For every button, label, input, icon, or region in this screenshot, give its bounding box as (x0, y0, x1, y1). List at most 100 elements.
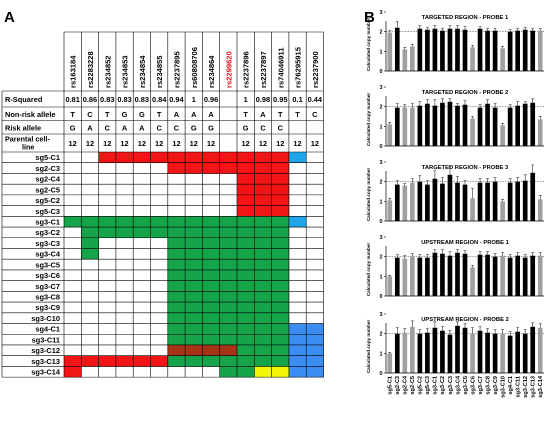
clone-cell-sg2-C5-rs2237896 (237, 184, 255, 196)
clone-cell-sg3-C12-rs2237896 (237, 344, 255, 356)
clone-cell-sg3-C5-rs2237897 (254, 259, 272, 271)
y-tick-label: 1 (379, 351, 382, 357)
bar-sg3-C4 (455, 182, 460, 221)
clone-cell-sg2-C3-rs74046911 (271, 162, 290, 174)
bar-sg3-C1 (432, 252, 438, 296)
info-row-1: Non-risk allele T C T G G T A A A T A T T C (5, 110, 318, 119)
clone-cell-sg3-C13-rs234852 (98, 355, 117, 367)
clone-cell-sg3-C4-rs2299620 (219, 248, 238, 260)
clone-cell-sg3-C1-rs2237897 (254, 216, 272, 228)
clone-cell-sg3-C2-rs234854 (133, 227, 151, 239)
snp-header-rs76295915: rs76295915 (294, 46, 303, 88)
bar-sg5-C2 (417, 181, 423, 221)
bar-sg3-C7 (477, 107, 483, 146)
x-category-sg3-C3: sg3-C3 (448, 376, 454, 395)
clone-cell-sg5-C1-rs60808706 (185, 152, 203, 164)
clone-cell-sg5-C2-rs74046911 (271, 194, 290, 206)
clone-label-sg2-C4: sg2-C4 (35, 175, 61, 184)
info-cell: 0.83 (135, 95, 149, 104)
info-cell: 12 (190, 139, 198, 148)
info-cell: 12 (293, 139, 301, 148)
bar-sg3-C6 (470, 47, 475, 71)
bar-sg4-C1 (507, 257, 513, 296)
y-tick-label: 0 (379, 144, 382, 150)
clone-cell-sg3-C1-rs234864 (202, 216, 220, 228)
clone-cell-sg3-C13-rs234854 (133, 355, 151, 367)
clone-cell-sg3-C8-rs2237896 (237, 291, 255, 303)
clone-cell-sg3-C13-rs2237897 (254, 355, 272, 367)
info-row-label: Parental cell- (5, 135, 50, 144)
clone-label-sg4-C1: sg4-C1 (35, 325, 60, 334)
clone-cell-sg3-C6-rs74046911 (271, 269, 290, 281)
clone-cell-sg3-C8-rs2237897 (254, 291, 272, 303)
info-cell: 12 (242, 139, 250, 148)
clone-cell-sg3-C3-rs2283228 (81, 237, 99, 249)
info-cell: 1 (244, 95, 248, 104)
clone-label-sg2-C5: sg2-C5 (35, 185, 60, 194)
info-cell: 0.94 (169, 95, 184, 104)
clone-cell-sg5-C1-rs2237897 (254, 152, 272, 164)
info-cell: C (278, 123, 284, 132)
clone-cell-sg4-C1-rs2237897 (254, 323, 272, 335)
clone-label-sg3-C3: sg3-C3 (35, 239, 60, 248)
clone-cell-sg3-C1-rs60808706 (185, 216, 203, 228)
bar-sg2-C5 (410, 107, 415, 146)
clone-cell-sg3-C14-rs76295915 (288, 366, 307, 378)
bar-sg5-C2 (417, 257, 423, 296)
snp-header-rs2283228: rs2283228 (86, 51, 95, 88)
clone-cell-sg3-C14-rs2299620 (219, 366, 238, 378)
snp-header-rs234854: rs234854 (138, 55, 147, 88)
info-cell: G (70, 123, 76, 132)
clone-cell-sg3-C3-rs2237895 (167, 237, 186, 249)
clone-cell-sg3-C13-rs234853 (115, 355, 134, 367)
bar-sg3-C8 (485, 254, 490, 296)
y-tick-label: 3 (379, 312, 382, 318)
clone-cell-sg3-C4-rs2237895 (167, 248, 186, 260)
info-cell: T (278, 110, 283, 119)
chart-title: UPSTREAM REGION - PROBE 1 (421, 240, 509, 246)
clone-cell-sg3-C3-rs2237896 (237, 237, 255, 249)
clone-cell-sg2-C4-rs2237896 (237, 173, 255, 185)
y-axis-label: Calculated copy number (366, 18, 371, 72)
clone-cell-sg3-C12-rs2237897 (254, 344, 272, 356)
clone-label-sg2-C3: sg2-C3 (35, 164, 60, 173)
clone-cell-sg3-C2-rs234852 (98, 227, 117, 239)
clone-cell-sg3-C8-rs60808706 (185, 291, 203, 303)
bar-sg3-C11 (515, 181, 520, 221)
clone-cell-sg3-C2-rs234864 (202, 227, 220, 239)
bar-sg2-C4 (402, 49, 408, 71)
clone-cell-sg3-C9-rs234864 (202, 302, 220, 314)
bar-sg3-C7 (477, 254, 483, 296)
clone-label-sg3-C4: sg3-C4 (35, 250, 61, 259)
clone-cell-sg3-C4-rs2237896 (237, 248, 255, 260)
clone-cell-sg3-C11-rs2237900 (306, 334, 324, 346)
snp-header-rs234853: rs234853 (121, 55, 130, 88)
x-category-sg3-C2: sg3-C2 (440, 376, 446, 395)
clone-cell-sg3-C10-rs2299620 (219, 312, 238, 324)
bar-sg3-C12 (522, 257, 528, 296)
clone-label-sg3-C10: sg3-C10 (31, 314, 60, 323)
clone-cell-sg3-C13-rs2299620 (219, 355, 238, 367)
clone-label-sg3-C7: sg3-C7 (35, 282, 60, 291)
x-category-sg3-C12: sg3-C12 (523, 376, 529, 398)
bar-sg2-C5 (410, 182, 415, 221)
bar-sg2-C3 (394, 333, 400, 373)
bar-sg2-C5 (410, 255, 415, 296)
y-axis-label: Calculated copy number (366, 243, 371, 297)
bar-sg2-C3 (394, 257, 400, 296)
info-cell: 0.84 (152, 95, 167, 104)
bar-sg5-C1 (387, 200, 393, 221)
info-row-label: Non-risk allele (5, 110, 56, 119)
info-cell: G (191, 123, 197, 132)
bar-sg3-C6 (470, 198, 475, 221)
info-cell: C (105, 123, 111, 132)
bar-sg3-C11 (515, 105, 520, 146)
bar-sg3-C4 (455, 28, 460, 71)
bar-sg5-C1 (387, 276, 393, 296)
bar-sg3-C9 (492, 181, 498, 221)
info-cell: A (174, 110, 180, 119)
y-tick-label: 3 (379, 160, 382, 166)
x-category-sg3-C10: sg3-C10 (500, 376, 506, 398)
bar-sg5-C1 (387, 124, 393, 146)
